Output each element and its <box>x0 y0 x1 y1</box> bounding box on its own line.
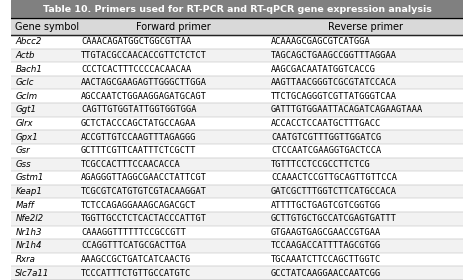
Bar <box>11 158 463 171</box>
Text: AACTAGCGAAGAGTTGGGCTTGGA: AACTAGCGAAGAGTTGGGCTTGGA <box>81 78 207 87</box>
Text: Abcc2: Abcc2 <box>15 37 42 46</box>
Bar <box>11 144 463 158</box>
Text: GCTTTCGTTCAATTTCTCGCTT: GCTTTCGTTCAATTTCTCGCTT <box>81 146 196 155</box>
Text: AAGTTAACGGGTCGCGTATCCACA: AAGTTAACGGGTCGCGTATCCACA <box>271 78 397 87</box>
Text: TGGTTGCCTCTCACTACCCATTGT: TGGTTGCCTCTCACTACCCATTGT <box>81 214 207 223</box>
Text: Gstm1: Gstm1 <box>15 173 44 182</box>
Text: Slc7a11: Slc7a11 <box>15 269 50 278</box>
Text: CCAGGTTTCATGCGACTTGA: CCAGGTTTCATGCGACTTGA <box>81 241 186 251</box>
Bar <box>11 212 463 226</box>
Text: GATCGCTTTGGTCTTCATGCCACA: GATCGCTTTGGTCTTCATGCCACA <box>271 187 397 196</box>
Bar <box>11 18 463 35</box>
Text: AAGCGACAATATGGTCACCG: AAGCGACAATATGGTCACCG <box>271 64 376 74</box>
Text: Glrx: Glrx <box>15 119 33 128</box>
Text: CAGTTGTGGTATTGGTGGTGGA: CAGTTGTGGTATTGGTGGTGGA <box>81 105 196 114</box>
Bar <box>11 76 463 89</box>
Bar <box>11 171 463 185</box>
Bar <box>11 62 463 76</box>
Text: Maff: Maff <box>15 201 34 210</box>
Text: ACCACCTCCAATGCTTTGACC: ACCACCTCCAATGCTTTGACC <box>271 119 381 128</box>
Bar <box>11 49 463 62</box>
Text: CAAAGGTTTTTTCCGCCGTT: CAAAGGTTTTTTCCGCCGTT <box>81 228 186 237</box>
Text: CCCTCACTTTCCCCACAACAA: CCCTCACTTTCCCCACAACAA <box>81 64 191 74</box>
Bar <box>11 130 463 144</box>
Text: Gpx1: Gpx1 <box>15 133 38 142</box>
Text: Gss: Gss <box>15 160 31 169</box>
Text: TCTCCAGAGGAAAGCAGACGCT: TCTCCAGAGGAAAGCAGACGCT <box>81 201 196 210</box>
Text: GCTCTACCCAGCTATGCCAGAA: GCTCTACCCAGCTATGCCAGAA <box>81 119 196 128</box>
Text: GATTTGTGGAATTACAGATCAGAAGTAAA: GATTTGTGGAATTACAGATCAGAAGTAAA <box>271 105 423 114</box>
Text: GCTTGTGCTGCCATCGAGTGATTT: GCTTGTGCTGCCATCGAGTGATTT <box>271 214 397 223</box>
Text: AAAGCCGCTGATCATCAACTG: AAAGCCGCTGATCATCAACTG <box>81 255 191 264</box>
Text: ACAAAGCGAGCGTCATGGA: ACAAAGCGAGCGTCATGGA <box>271 37 371 46</box>
Text: Forward primer: Forward primer <box>137 22 211 32</box>
Bar <box>11 35 463 49</box>
Text: ATTTTGCTGAGTCGTCGGTGG: ATTTTGCTGAGTCGTCGGTGG <box>271 201 381 210</box>
Text: TCGCGTCATGTGTCGTACAAGGAT: TCGCGTCATGTGTCGTACAAGGAT <box>81 187 207 196</box>
Bar <box>11 103 463 117</box>
Text: AGCCAATCTGGAAGGAGATGCAGT: AGCCAATCTGGAAGGAGATGCAGT <box>81 92 207 101</box>
Text: Gene symbol: Gene symbol <box>15 22 80 32</box>
Text: TCCCATTTCTGTTGCCATGTC: TCCCATTTCTGTTGCCATGTC <box>81 269 191 278</box>
Text: Bach1: Bach1 <box>15 64 42 74</box>
Text: AGAGGGTTAGGCGAACCTATTCGT: AGAGGGTTAGGCGAACCTATTCGT <box>81 173 207 182</box>
Text: CCAAACTCCGTTGCAGTTGTTCCA: CCAAACTCCGTTGCAGTTGTTCCA <box>271 173 397 182</box>
Text: Nfe2l2: Nfe2l2 <box>15 214 44 223</box>
Bar <box>11 239 463 253</box>
Bar <box>11 266 463 280</box>
Text: TCGCCACTTTCCAACACCA: TCGCCACTTTCCAACACCA <box>81 160 181 169</box>
Bar <box>11 0 463 18</box>
Text: CAATGTCGTTTGGTTGGATCG: CAATGTCGTTTGGTTGGATCG <box>271 133 381 142</box>
Text: Nr1h4: Nr1h4 <box>15 241 42 251</box>
Text: TGCAAATCTTCCAGCTTGGTC: TGCAAATCTTCCAGCTTGGTC <box>271 255 381 264</box>
Text: Gclc: Gclc <box>15 78 34 87</box>
Bar <box>11 198 463 212</box>
Text: Nr1h3: Nr1h3 <box>15 228 42 237</box>
Text: Table 10. Primers used for RT-PCR and RT-qPCR gene expression analysis: Table 10. Primers used for RT-PCR and RT… <box>43 4 431 14</box>
Text: Gsr: Gsr <box>15 146 30 155</box>
Text: TCCAAGACCATTTTAGCGTGG: TCCAAGACCATTTTAGCGTGG <box>271 241 381 251</box>
Text: Actb: Actb <box>15 51 35 60</box>
Text: TGTTTCCTCCGCCTTCTCG: TGTTTCCTCCGCCTTCTCG <box>271 160 371 169</box>
Bar <box>11 226 463 239</box>
Text: Ggt1: Ggt1 <box>15 105 36 114</box>
Bar <box>11 117 463 130</box>
Text: GTGAAGTGAGCGAACCGTGAA: GTGAAGTGAGCGAACCGTGAA <box>271 228 381 237</box>
Text: CAAACAGATGGCTGGCGTTAA: CAAACAGATGGCTGGCGTTAA <box>81 37 191 46</box>
Text: Keap1: Keap1 <box>15 187 42 196</box>
Bar <box>11 253 463 266</box>
Text: TAGCAGCTGAAGCCGGTTTAGGAA: TAGCAGCTGAAGCCGGTTTAGGAA <box>271 51 397 60</box>
Bar <box>11 185 463 198</box>
Text: Rxra: Rxra <box>15 255 35 264</box>
Text: GCCTATCAAGGAACCAATCGG: GCCTATCAAGGAACCAATCGG <box>271 269 381 278</box>
Text: Reverse primer: Reverse primer <box>328 22 403 32</box>
Text: CTCCAATCGAAGGTGACTCCA: CTCCAATCGAAGGTGACTCCA <box>271 146 381 155</box>
Text: ACCGTTGTCCAAGTTTAGAGGG: ACCGTTGTCCAAGTTTAGAGGG <box>81 133 196 142</box>
Text: TTGTACGCCAACACCGTTCTCTCT: TTGTACGCCAACACCGTTCTCTCT <box>81 51 207 60</box>
Text: TTCTGCAGGGTCGTTATGGGTCAA: TTCTGCAGGGTCGTTATGGGTCAA <box>271 92 397 101</box>
Bar <box>11 89 463 103</box>
Text: Gclm: Gclm <box>15 92 37 101</box>
